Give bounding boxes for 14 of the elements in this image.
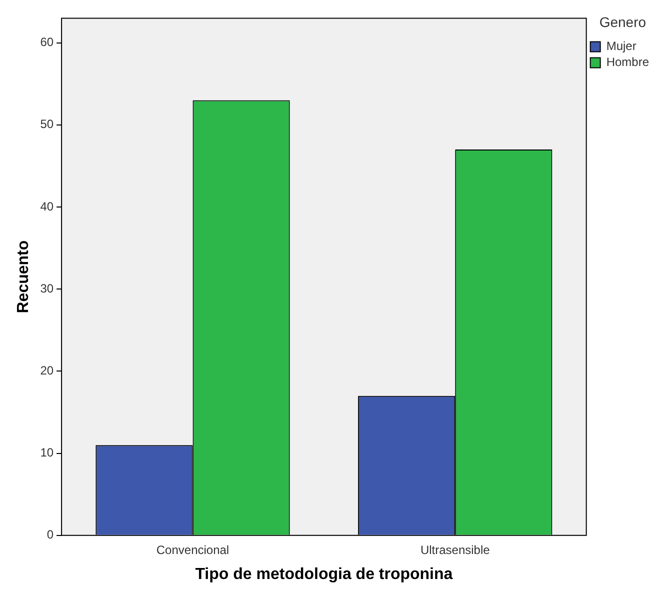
y-axis-title: Recuento: [15, 240, 32, 314]
x-axis-title: Tipo de metodologia de troponina: [195, 566, 453, 583]
x-tick-label: Ultrasensible: [420, 542, 490, 557]
y-tick-label: 30: [40, 281, 54, 296]
y-tick-label: 20: [40, 364, 54, 378]
y-tick-label: 0: [46, 528, 54, 542]
y-tick-label: 50: [40, 117, 54, 132]
y-tick-label: 60: [40, 35, 54, 50]
y-tick-label: 10: [40, 446, 54, 460]
legend-title: Genero: [599, 14, 646, 30]
legend-label: Mujer: [606, 39, 636, 54]
legend-label: Hombre: [606, 55, 650, 70]
y-tick-label: 40: [40, 199, 54, 214]
x-tick-label: Convencional: [156, 542, 230, 557]
